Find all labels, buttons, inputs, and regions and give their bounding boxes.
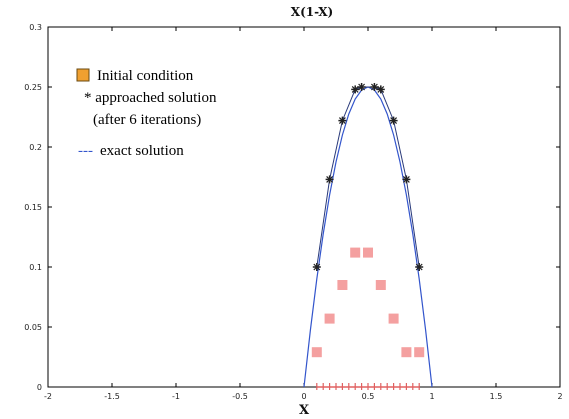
x-tick-label: 2	[557, 392, 562, 401]
approached-point	[370, 83, 379, 91]
legend-approached-sublabel: (after 6 iterations)	[93, 112, 201, 128]
x-tick-label: -1.5	[104, 392, 120, 401]
y-tick-label: 0.15	[24, 203, 42, 212]
y-tick-label: 0.05	[24, 323, 42, 332]
y-tick-label: 0.1	[29, 263, 42, 272]
initial-condition-point	[388, 313, 399, 324]
initial-condition-point	[350, 247, 361, 258]
approached-point	[376, 85, 385, 94]
x-tick-label: -1	[172, 392, 180, 401]
initial-condition-point	[337, 280, 348, 290]
x-tick-label: 0.5	[362, 392, 375, 401]
x-axis-label: X	[299, 403, 310, 418]
legend-exact-dash: ---	[78, 143, 93, 159]
approached-point	[338, 116, 347, 125]
legend-exact-label: exact solution	[100, 143, 184, 159]
approached-point	[389, 116, 398, 125]
y-tick-label: 0.2	[29, 143, 42, 152]
y-tick-label: 0	[37, 383, 42, 392]
approached-point	[312, 263, 321, 271]
y-tick-label: 0.3	[29, 23, 42, 32]
y-tick-label: 0.25	[24, 83, 42, 92]
x-tick-label: -0.5	[232, 392, 248, 401]
x-tick-label: 1	[429, 392, 434, 401]
x-tick-label: -2	[44, 392, 52, 401]
approached-point	[325, 175, 334, 184]
initial-condition-point	[363, 247, 373, 258]
x-tick-label: 0	[301, 392, 306, 401]
approached-solution-line	[316, 86, 420, 268]
legend-approached-label: * approached solution	[84, 90, 217, 106]
approached-point	[357, 83, 366, 91]
initial-condition-point	[401, 347, 412, 358]
approached-point	[351, 85, 360, 94]
legend: Initial condition * approached solution …	[76, 68, 217, 159]
initial-condition-point	[311, 347, 322, 358]
legend-initial-label: Initial condition	[97, 68, 194, 84]
initial-condition-point	[414, 347, 425, 358]
x-tick-label: 1.5	[490, 392, 503, 401]
initial-condition-point	[324, 313, 335, 324]
approached-point	[415, 263, 424, 271]
initial-condition-point	[375, 280, 386, 290]
series-layer	[303, 83, 433, 390]
approached-point	[402, 175, 411, 184]
chart-title: X(1-X)	[291, 5, 333, 19]
x-axis: -2 -1.5 -1 -0.5 0 0.5 1 1.5 2	[44, 27, 563, 401]
plot-area	[47, 26, 561, 388]
legend-initial-swatch	[76, 68, 90, 82]
y-axis: 0 0.05 0.1 0.15 0.2 0.25 0.3	[24, 23, 560, 392]
